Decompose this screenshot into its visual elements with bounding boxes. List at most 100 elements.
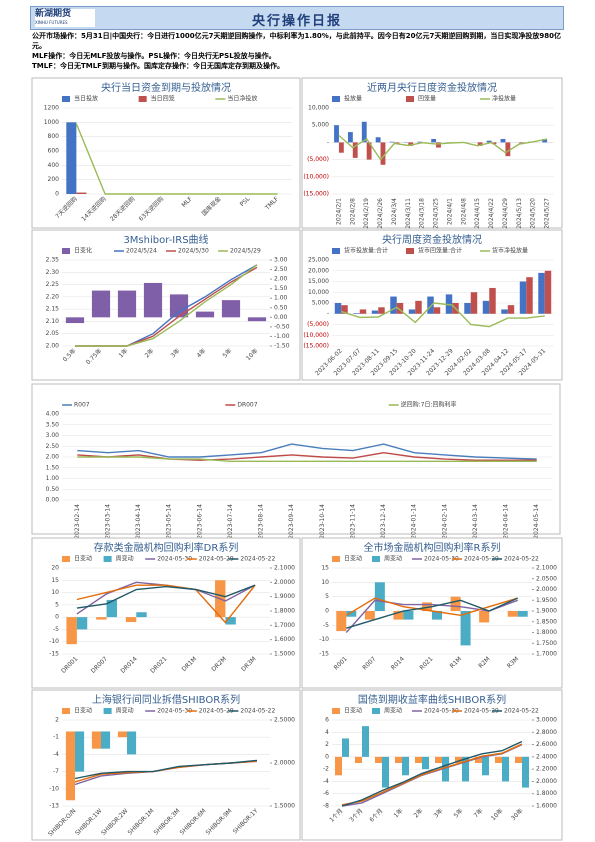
x-tick-label: R001 bbox=[333, 655, 349, 671]
y-tick-label: 5,000 bbox=[312, 300, 329, 307]
y2-tick-label: 2.0000 bbox=[536, 586, 557, 593]
x-tick-label: DR2M bbox=[210, 656, 228, 674]
y-tick-label: -15 bbox=[319, 651, 329, 658]
legend-label: 当日投放 bbox=[74, 95, 98, 103]
legend-label: 日变动 bbox=[344, 555, 362, 563]
bar bbox=[359, 309, 367, 314]
paragraph: 公开市场操作：5月31日|中国央行：今日进行1000亿元7天期逆回购操作，中标利… bbox=[32, 32, 562, 50]
y-tick-label: 1.50 bbox=[46, 464, 60, 471]
bar bbox=[517, 611, 528, 617]
bar bbox=[96, 617, 107, 620]
x-tick-label: 2023-09-14 bbox=[288, 504, 295, 539]
x-tick-label: 1年 bbox=[117, 347, 130, 360]
y2-tick-label: 1.9000 bbox=[274, 593, 295, 600]
y-tick-label: 2.50 bbox=[46, 443, 60, 450]
y-tick-label: -10 bbox=[49, 785, 59, 792]
line bbox=[75, 123, 278, 195]
x-tick-label: 2024/3/11 bbox=[405, 198, 412, 229]
x-tick-label: 4年 bbox=[195, 347, 208, 360]
x-tick-label: 2023-05-14 bbox=[166, 504, 173, 539]
y2-tick-label: 2.2000 bbox=[536, 766, 557, 773]
bar bbox=[66, 617, 77, 645]
y-tick-label: 2.25 bbox=[46, 281, 60, 288]
y-tick-label: -5 bbox=[323, 622, 329, 629]
y-tick-label: 4.00 bbox=[46, 411, 60, 418]
bar bbox=[76, 617, 88, 630]
legend-label: 货币回笼量:合计 bbox=[418, 247, 462, 255]
y2-tick-label: 2.0000 bbox=[536, 778, 557, 785]
line bbox=[341, 743, 523, 806]
bar bbox=[364, 611, 375, 620]
y-tick-label: 0 bbox=[55, 191, 59, 198]
x-tick-label: DR3M bbox=[240, 656, 258, 674]
bar bbox=[435, 756, 442, 763]
y-tick-label: 10 bbox=[321, 579, 329, 586]
bar bbox=[361, 121, 367, 143]
bar bbox=[482, 300, 490, 314]
y-tick-label: 2.10 bbox=[46, 318, 60, 325]
bar bbox=[91, 731, 101, 749]
bar bbox=[395, 756, 402, 763]
bar bbox=[519, 281, 527, 314]
y-tick-label: -4 bbox=[323, 778, 329, 785]
x-tick-label: 2024/2/26 bbox=[377, 198, 384, 229]
bar bbox=[431, 138, 437, 143]
bar bbox=[542, 138, 548, 143]
y2-tick-label: 1.9500 bbox=[536, 597, 557, 604]
bar bbox=[66, 122, 77, 194]
legend-label: 2024-05-30 bbox=[157, 556, 192, 563]
bar bbox=[125, 617, 137, 623]
line bbox=[341, 740, 523, 807]
legend-swatch bbox=[332, 96, 340, 102]
x-tick-label: SHIBOR:O/N bbox=[47, 808, 77, 838]
chart-frame bbox=[31, 689, 301, 841]
x-tick-label: 2024/5/13 bbox=[516, 198, 523, 229]
x-tick-label: 2023-11-14 bbox=[349, 504, 356, 539]
legend-swatch bbox=[138, 96, 147, 102]
bar bbox=[371, 310, 379, 314]
bar bbox=[450, 596, 461, 611]
y2-tick-label: 2.6000 bbox=[536, 741, 557, 748]
x-tick-label: 2024/4/1 bbox=[446, 198, 453, 225]
x-tick-label: 30年 bbox=[509, 807, 524, 822]
x-tick-label: 2024/4/15 bbox=[474, 198, 481, 229]
bar bbox=[106, 599, 117, 618]
legend-swatch bbox=[406, 96, 414, 102]
y2-tick-label: 1.50 bbox=[274, 285, 288, 292]
bar bbox=[433, 307, 441, 314]
y-tick-label: 5 bbox=[325, 593, 329, 600]
bar bbox=[502, 756, 509, 782]
y2-tick-label: 1.7000 bbox=[274, 622, 295, 629]
legend-label: 2024/5/30 bbox=[178, 248, 209, 255]
x-tick-label: R014 bbox=[390, 655, 406, 671]
line bbox=[77, 456, 537, 462]
chart-title: 近两月央行日度资金投放情况 bbox=[367, 81, 497, 94]
legend-label: DR007 bbox=[237, 402, 257, 409]
line bbox=[346, 597, 518, 629]
x-tick-label: 3个月 bbox=[348, 808, 364, 824]
x-tick-label: 10年 bbox=[244, 347, 259, 362]
y2-tick-label: 1.5000 bbox=[274, 803, 295, 810]
legend-label: 回笼量 bbox=[418, 95, 436, 103]
legend-swatch bbox=[62, 96, 70, 102]
x-tick-label: R3M bbox=[506, 656, 520, 670]
x-tick-label: SHIBOR:1W bbox=[74, 807, 103, 836]
legend-label: 投放量 bbox=[344, 95, 362, 103]
legend-label: 2024/5/29 bbox=[230, 248, 261, 255]
line bbox=[341, 302, 545, 328]
y2-tick-label: 2.8000 bbox=[536, 729, 557, 736]
legend-label: 2024-05-29 bbox=[464, 708, 499, 715]
x-tick-label: DR001 bbox=[60, 655, 79, 674]
y-tick-label: -1 bbox=[53, 734, 59, 741]
y2-tick-label: 1.6000 bbox=[536, 803, 557, 810]
bar bbox=[127, 731, 137, 755]
y-tick-label: -6 bbox=[323, 790, 329, 797]
summary: 公开市场操作：5月31日|中国央行：今日进行1000亿元7天期逆回购操作，中标利… bbox=[32, 31, 562, 71]
paragraph: TMLF：今日无TMLF到期与操作。国库定存操作：今日无国库定存到期及操作。 bbox=[32, 62, 284, 70]
bar bbox=[195, 311, 215, 318]
x-tick-label: TMLF bbox=[263, 195, 280, 212]
y-tick-label: (10,000) bbox=[303, 332, 329, 339]
chart-frame bbox=[31, 383, 561, 535]
x-tick-label: SHIBOR:2W bbox=[100, 807, 129, 836]
line bbox=[77, 451, 537, 461]
